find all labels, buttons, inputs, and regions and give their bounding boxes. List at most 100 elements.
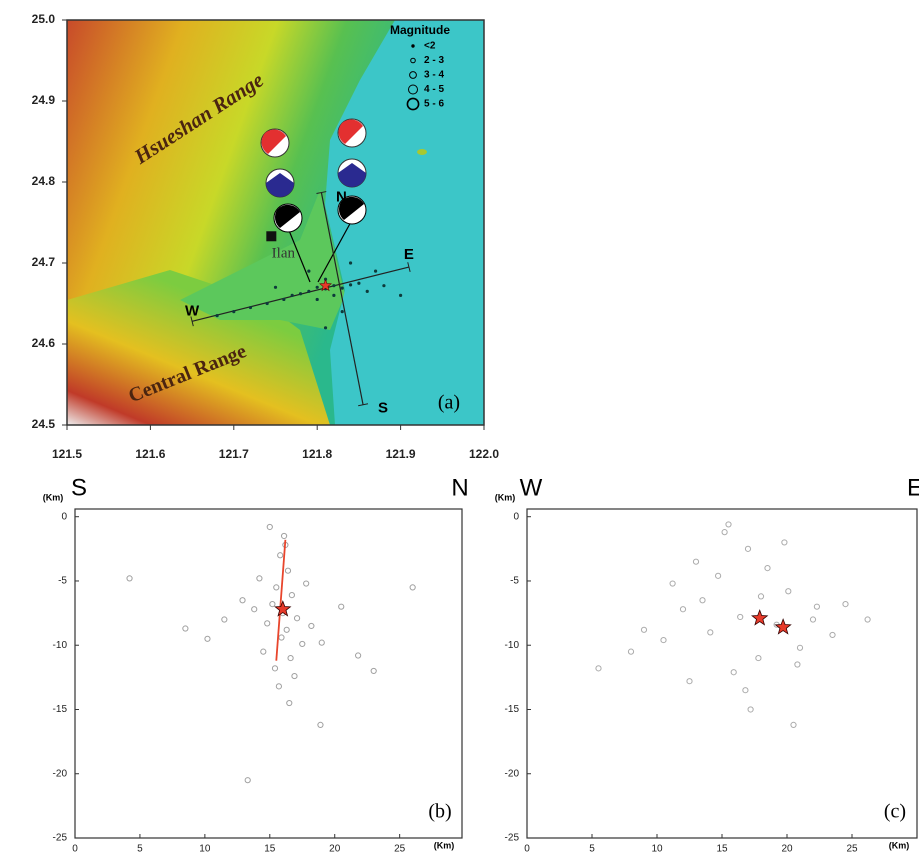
- hypocenter: [272, 666, 277, 671]
- y-tick-label: 24.8: [32, 174, 56, 188]
- hypocenter: [738, 614, 743, 619]
- x-tick-label: 15: [264, 844, 276, 855]
- hypocenter: [294, 616, 299, 621]
- hypocenter: [318, 722, 323, 727]
- hypocenter: [356, 653, 361, 658]
- x-tick-label: 0: [72, 844, 78, 855]
- hypocenter: [287, 700, 292, 705]
- hypocenter: [270, 602, 275, 607]
- epicenter: [266, 302, 269, 305]
- y-tick-label: 0: [513, 511, 519, 522]
- hypocenter: [726, 522, 731, 527]
- x-tick-label: 10: [651, 844, 663, 855]
- epicenter: [299, 292, 302, 295]
- hypocenter: [700, 598, 705, 603]
- side-label: W: [520, 474, 543, 501]
- hypocenter: [300, 641, 305, 646]
- hypocenter: [205, 636, 210, 641]
- hypocenter: [410, 585, 415, 590]
- hypocenter: [661, 637, 666, 642]
- y-axis-label: (Km): [43, 492, 64, 502]
- hypocenter: [687, 679, 692, 684]
- hypocenter: [782, 540, 787, 545]
- hypocenter: [304, 581, 309, 586]
- y-tick-label: -5: [58, 576, 67, 587]
- x-tick-label: 121.6: [135, 447, 165, 461]
- x-tick-label: 25: [846, 844, 858, 855]
- side-label: E: [907, 474, 919, 501]
- y-tick-label: -5: [510, 576, 519, 587]
- epicenter: [232, 310, 235, 313]
- y-tick-label: -10: [505, 640, 520, 651]
- hypocenter: [731, 670, 736, 675]
- hypocenter: [596, 666, 601, 671]
- legend-label: 3 - 4: [424, 70, 444, 81]
- legend-label: <2: [424, 41, 436, 52]
- hypocenter: [670, 581, 675, 586]
- hypocenter: [758, 594, 763, 599]
- epicenter: [332, 294, 335, 297]
- hypocenter: [641, 627, 646, 632]
- epicenter: [349, 283, 352, 286]
- x-tick-label: 122.0: [469, 447, 499, 461]
- epicenter: [282, 298, 285, 301]
- x-tick-label: 121.8: [302, 447, 332, 461]
- panel-label: (a): [438, 392, 460, 414]
- hypocenter: [281, 533, 286, 538]
- x-tick-label: 121.9: [386, 447, 416, 461]
- epicenter: [399, 294, 402, 297]
- mainshock-star: [275, 601, 290, 616]
- hypocenter: [716, 573, 721, 578]
- hypocenter: [284, 627, 289, 632]
- hypocenter: [748, 707, 753, 712]
- epicenter: [366, 290, 369, 293]
- hypocenter: [743, 688, 748, 693]
- epicenter: [349, 261, 352, 264]
- x-tick-label: 0: [524, 844, 530, 855]
- y-tick-label: 24.7: [32, 255, 56, 269]
- hypocenter: [274, 585, 279, 590]
- legend-title: Magnitude: [390, 23, 450, 37]
- epicenter: [382, 284, 385, 287]
- epicenter: [332, 284, 335, 287]
- hypocenter: [285, 568, 290, 573]
- x-tick-label: 25: [394, 844, 406, 855]
- epicenter: [324, 326, 327, 329]
- side-label: S: [71, 474, 87, 501]
- hypocenter: [222, 617, 227, 622]
- epicenter: [249, 306, 252, 309]
- hypocenter: [795, 662, 800, 667]
- hypocenter: [279, 635, 284, 640]
- x-tick-label: 121.5: [52, 447, 82, 461]
- hypocenter: [288, 655, 293, 660]
- hypocenter: [814, 604, 819, 609]
- y-tick-label: -25: [505, 833, 520, 844]
- epicenter: [374, 270, 377, 273]
- hypocenter: [797, 645, 802, 650]
- hypocenter: [289, 593, 294, 598]
- hypocenter: [127, 576, 132, 581]
- hypocenter: [183, 626, 188, 631]
- profile-label: E: [404, 246, 414, 263]
- x-tick-label: 10: [199, 844, 211, 855]
- figure: 121.5121.6121.7121.8121.9122.024.524.624…: [0, 0, 919, 855]
- y-tick-label: 24.5: [32, 417, 56, 431]
- legend-symbol: [412, 45, 414, 47]
- epicenter: [307, 290, 310, 293]
- epicenter: [291, 294, 294, 297]
- legend-label: 5 - 6: [424, 99, 444, 110]
- y-tick-label: -25: [53, 833, 68, 844]
- y-axis-label: (Km): [495, 492, 516, 502]
- hypocenter: [292, 673, 297, 678]
- hypocenter: [865, 617, 870, 622]
- y-tick-label: 25.0: [32, 12, 56, 26]
- hypocenter: [265, 621, 270, 626]
- hypocenter: [371, 668, 376, 673]
- hypocenter: [765, 566, 770, 571]
- hypocenter: [339, 604, 344, 609]
- epicenter: [316, 286, 319, 289]
- hypocenter: [278, 553, 283, 558]
- hypocenter: [745, 546, 750, 551]
- epicenter: [274, 286, 277, 289]
- epicenter: [316, 298, 319, 301]
